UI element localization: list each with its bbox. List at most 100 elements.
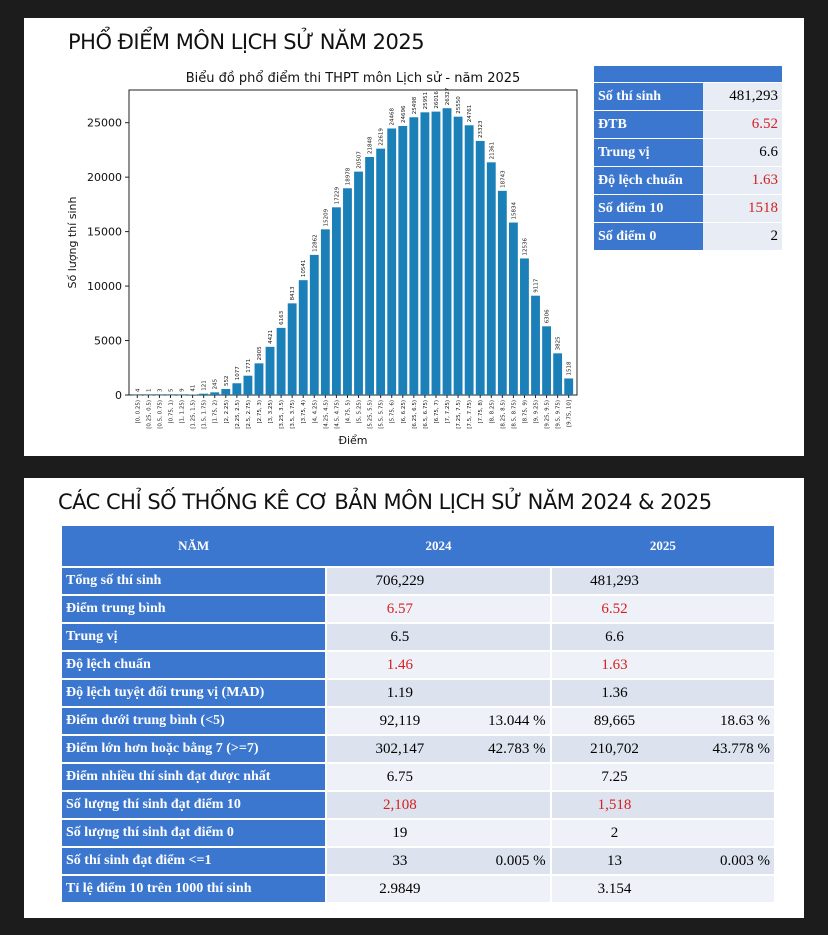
y-tick-label: 20000	[87, 171, 122, 184]
percent-2025	[677, 792, 774, 818]
bar	[542, 326, 552, 395]
x-tick-label: [5.25, 5.5)	[368, 400, 374, 429]
bar-value-label: 12536	[522, 237, 528, 255]
x-tick-label: [0.75, 1)	[168, 400, 174, 424]
bar	[564, 378, 574, 395]
value-2025: 6.6	[551, 624, 678, 650]
x-tick-label: [2.25, 2.5)	[235, 400, 241, 429]
percent-2024: 42.783 %	[472, 736, 550, 762]
percent-2024: 13.044 %	[472, 708, 550, 734]
bar-value-label: 1	[146, 388, 152, 392]
stat-row: Số điểm 10 1518	[594, 194, 782, 223]
row-label: Điểm nhiều thí sinh đạt được nhất	[62, 764, 326, 790]
bar-value-label: 3	[157, 388, 163, 392]
x-tick-label: [5.5, 5.75)	[379, 400, 385, 429]
distribution-panel: PHỔ ĐIỂM MÔN LỊCH SỬ NĂM 2025 Biểu đồ ph…	[24, 18, 804, 456]
value-2025: 2	[551, 820, 678, 846]
percent-2025	[677, 596, 774, 622]
bar	[354, 171, 363, 395]
x-tick-label: [3, 3.25)	[268, 400, 274, 424]
bar-value-label: 12862	[312, 234, 318, 252]
percent-2025	[677, 876, 774, 902]
comparison-table: NĂM 2024 2025 Tổng số thí sinh 706,229 481…	[62, 524, 774, 904]
bar-value-label: 26327	[445, 87, 451, 105]
x-tick-label: [7.75, 8)	[478, 400, 484, 424]
bar-value-label: 24468	[390, 107, 396, 125]
row-label: Số thí sinh đạt điểm <=1	[62, 848, 326, 874]
bar	[243, 375, 253, 395]
bar-value-label: 6306	[545, 309, 551, 323]
x-tick-label: [4.5, 4.75)	[334, 400, 340, 429]
bar-value-label: 21848	[368, 136, 374, 154]
bar-value-label: 6163	[279, 310, 285, 324]
plot-frame	[128, 89, 578, 396]
bar-value-label: 25951	[423, 92, 429, 110]
x-tick-label: [1.5, 1.75)	[202, 400, 208, 429]
header-year: NĂM	[62, 526, 326, 566]
percent-2024	[472, 596, 550, 622]
bar-value-label: 17229	[334, 186, 340, 204]
value-2025: 481,293	[551, 568, 678, 594]
bar-value-label: 3825	[556, 336, 562, 350]
bar-value-label: 24761	[467, 105, 473, 123]
x-tick-label: [6.75, 7)	[434, 400, 440, 424]
bar	[221, 388, 231, 395]
bar-value-label: 24696	[401, 105, 407, 123]
percent-2025	[677, 624, 774, 650]
percent-2025	[677, 764, 774, 790]
bar	[265, 346, 275, 395]
x-tick-label: [6.5, 6.75)	[423, 400, 429, 429]
table-row: Tỉ lệ điểm 10 trên 1000 thí sinh 2.9849 3.…	[62, 876, 774, 902]
value-2024: 706,229	[327, 568, 473, 594]
x-tick-label: [4.75, 5)	[345, 400, 351, 424]
value-2024: 33	[327, 848, 473, 874]
table-row: Số thí sinh đạt điểm <=1 33 0.005 % 13 0.003…	[62, 848, 774, 874]
row-label: Tổng số thí sinh	[62, 568, 326, 594]
bar	[276, 327, 286, 395]
percent-2024	[472, 652, 550, 678]
value-2024: 6.5	[327, 624, 473, 650]
bar	[387, 128, 397, 395]
stat-value: 2	[703, 222, 782, 251]
value-2024: 2,108	[327, 792, 473, 818]
bar-value-label: 4	[135, 388, 141, 392]
stat-value: 1.63	[703, 166, 782, 195]
table-row: Điểm lớn hơn hoặc bằng 7 (>=7) 302,147 42.…	[62, 736, 774, 762]
x-tick-label: [3.5, 3.75)	[290, 400, 296, 429]
percent-2024	[472, 876, 550, 902]
value-2024: 6.57	[327, 596, 473, 622]
row-label: Tỉ lệ điểm 10 trên 1000 thí sinh	[62, 876, 326, 902]
table-row: Độ lệch tuyệt đối trung vị (MAD) 1.19 1.36	[62, 680, 774, 706]
bar	[232, 383, 242, 395]
percent-2025	[677, 820, 774, 846]
stat-value: 1518	[703, 194, 782, 223]
x-tick-label: [4.25, 4.5)	[323, 400, 329, 429]
bar-value-label: 8413	[290, 286, 296, 300]
percent-2024	[472, 680, 550, 706]
bar	[486, 162, 496, 395]
bar	[453, 116, 463, 395]
bar	[398, 125, 408, 396]
bar	[420, 112, 430, 396]
bar	[475, 140, 485, 395]
value-2025: 13	[551, 848, 678, 874]
x-tick-label: [7.25, 7.5)	[456, 400, 462, 429]
table-row: Độ lệch chuẩn 1.46 1.63	[62, 652, 774, 678]
row-label: Điểm lớn hơn hoặc bằng 7 (>=7)	[62, 736, 326, 762]
bar-value-label: 15209	[323, 208, 329, 226]
value-2025: 89,665	[551, 708, 678, 734]
y-tick-label: 5000	[94, 335, 122, 348]
x-tick-label: [0.5, 0.75)	[157, 400, 163, 429]
bar-value-label: 41	[191, 385, 197, 392]
x-tick-label: [0.25, 0.5)	[146, 400, 152, 429]
bar	[464, 125, 474, 395]
bar	[442, 108, 452, 395]
x-tick-label: [5.75, 6)	[390, 400, 396, 424]
row-label: Số lượng thí sinh đạt điểm 0	[62, 820, 326, 846]
bar	[409, 117, 419, 395]
x-tick-label: [1.25, 1.5)	[191, 400, 197, 429]
bar-value-label: 10541	[301, 260, 307, 278]
y-tick-label: 15000	[87, 226, 122, 239]
table-row: Điểm dưới trung bình (<5) 92,119 13.044 % 8…	[62, 708, 774, 734]
